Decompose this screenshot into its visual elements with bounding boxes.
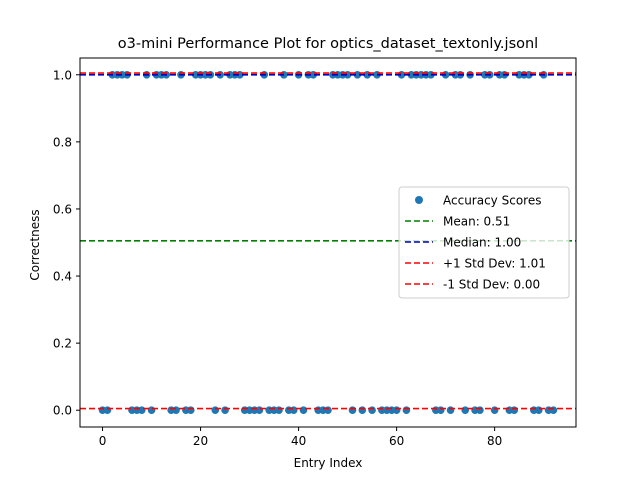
legend-label: Median: 1.00 xyxy=(443,236,521,250)
data-point xyxy=(289,406,298,415)
x-tick-label: 20 xyxy=(193,434,208,448)
y-tick-label: 0.0 xyxy=(53,404,72,418)
data-point xyxy=(103,406,112,415)
data-point xyxy=(402,406,411,415)
axes-frame xyxy=(79,57,577,428)
data-point xyxy=(368,406,376,415)
legend-box xyxy=(398,186,570,299)
axes: 0 20 40 60 80 0.0 0.2 0.4 0.6 0.8 1.0 xyxy=(53,57,577,448)
legend-label: +1 Std Dev: 1.01 xyxy=(443,257,546,271)
y-axis-title: Correctness xyxy=(28,209,42,280)
data-point xyxy=(221,406,229,415)
data-point xyxy=(461,406,470,415)
data-point xyxy=(446,406,455,415)
y-tick-label: 0.2 xyxy=(53,337,72,351)
data-point xyxy=(147,406,156,415)
x-tick-label: 80 xyxy=(487,434,502,448)
data-point xyxy=(436,406,445,415)
x-tick-label: 0 xyxy=(99,434,107,448)
data-point xyxy=(275,406,283,415)
chart-title: o3-mini Performance Plot for optics_data… xyxy=(118,36,538,52)
y-tick-label: 0.6 xyxy=(53,202,72,216)
data-point xyxy=(510,406,519,415)
data-point xyxy=(348,406,357,415)
y-tick-label: 1.0 xyxy=(53,68,72,82)
data-point xyxy=(358,406,367,415)
legend-label: Accuracy Scores xyxy=(443,194,541,208)
data-point xyxy=(490,406,499,415)
data-point xyxy=(186,406,195,415)
data-point xyxy=(299,406,308,415)
legend-label: Mean: 0.51 xyxy=(443,215,510,229)
legend: Accuracy Scores Mean: 0.51 Median: 1.00 +1 … xyxy=(398,186,570,299)
data-point xyxy=(392,406,401,415)
data-point xyxy=(534,406,543,415)
data-point xyxy=(476,406,484,415)
x-tick-label: 40 xyxy=(291,434,306,448)
data-point xyxy=(549,406,558,415)
x-tick-label: 60 xyxy=(389,434,404,448)
legend-marker xyxy=(415,196,423,204)
x-axis-title: Entry Index xyxy=(294,456,363,470)
data-point xyxy=(211,406,220,415)
y-tick-label: 0.4 xyxy=(53,270,72,284)
y-tick-label: 0.8 xyxy=(53,135,72,149)
plot-area xyxy=(80,70,576,415)
data-point xyxy=(172,406,180,415)
data-point xyxy=(137,406,146,415)
data-point xyxy=(255,406,264,415)
legend-label: -1 Std Dev: 0.00 xyxy=(443,278,540,292)
data-point xyxy=(324,406,332,415)
